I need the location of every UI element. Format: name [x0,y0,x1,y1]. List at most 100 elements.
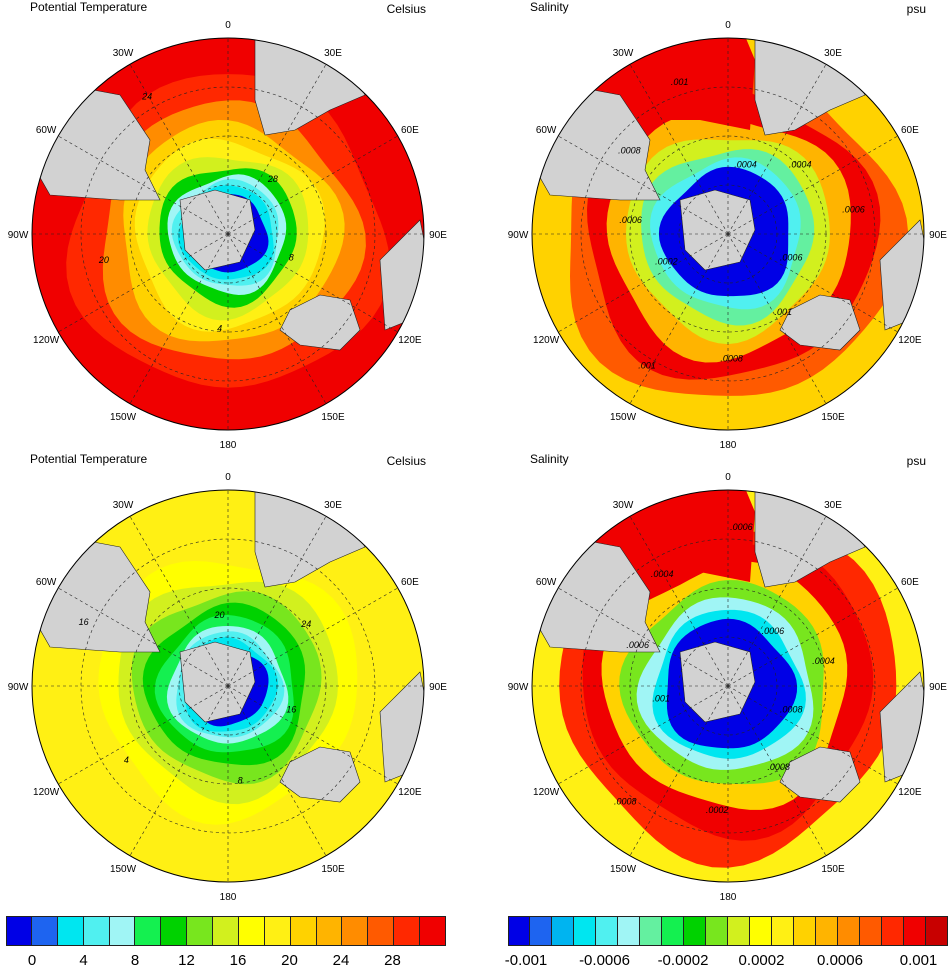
map-boundary [31,37,425,431]
map-boundary [531,37,925,431]
meridian-line [227,233,398,333]
contour-label: 20 [98,255,109,265]
longitude-label: 150E [821,412,845,423]
contour-label: .0006 [762,626,785,636]
longitude-label: 30E [324,48,342,59]
longitude-label: 0 [225,472,231,483]
graticule [532,490,924,882]
colorbar-cell [618,916,640,946]
colorbar-cell [31,916,58,946]
contour-label: .001 [775,307,793,317]
longitude-label: 120E [398,787,422,798]
longitude-label: 120E [898,335,922,346]
longitude-label: 0 [225,20,231,31]
panel-title: Potential Temperature [30,452,148,466]
longitude-label: 90E [429,682,447,693]
colorbar-cell [860,916,882,946]
meridian-line [558,685,729,785]
colorbar-cell [508,916,530,946]
contour-label: .0008 [780,705,803,715]
colorbar-tick-label: 16 [229,952,247,969]
longitude-label: 120E [398,335,422,346]
meridian-line [58,685,229,785]
colorbar-cell [316,916,343,946]
longitude-label: 150W [610,412,637,423]
longitude-label: 150E [321,412,345,423]
antarctica-land [179,641,256,723]
contour-label: .001 [652,694,670,704]
colorbar-cell [57,916,84,946]
polar-map-1: 0 30E 60E 90E 120E 150E 180 150W 120W 90W 60W 30W 8 4… [8,20,448,450]
meridian-line [727,516,827,687]
meridian-line [727,64,827,235]
contour-label: .0008 [614,797,637,807]
longitude-label: 0 [725,472,731,483]
longitude-label: 90W [508,230,529,241]
panel-title: Salinity [530,452,569,466]
longitude-label: 120W [533,335,560,346]
longitude-label: 60W [36,577,57,588]
colorbar-cell [706,916,728,946]
map-panel-3: 0 30E 60E 90E 120E 150E 180 150W 120W 90W 60W 30W 16… [0,452,476,902]
colorbar-cell [368,916,395,946]
australia-land [779,746,861,803]
longitude-label: 120E [898,787,922,798]
panel-unit: Celsius [386,2,426,16]
graticule [32,490,424,882]
meridian-line [129,685,229,856]
colorbar-cell [662,916,684,946]
colorbar-cell [750,916,772,946]
colorbar-tick-label: 0.001 [899,952,938,969]
graticule [32,38,424,430]
contour-label: .0004 [789,160,812,170]
contour-label: .0006 [626,640,649,650]
colorbar-cell [772,916,794,946]
colorbar-cell [161,916,188,946]
australia-land [779,294,861,351]
meridian-line [558,135,729,235]
longitude-label: 60E [401,577,419,588]
longitude-label: 60E [401,125,419,136]
contour-label: 20 [213,610,224,620]
longitude-label: 150E [821,864,845,875]
longitude-label: 0 [725,20,731,31]
contour-label: .0002 [655,256,678,266]
map-panel-1: 0 30E 60E 90E 120E 150E 180 150W 120W 90W 60W 30W 8 4… [0,0,476,450]
contour-label: .0004 [651,569,674,579]
contour-label: 8 [289,253,294,263]
meridian-line [227,685,398,785]
longitude-label: 180 [220,440,237,450]
colorbar-cell [342,916,369,946]
meridian-line [727,587,898,687]
colorbar-cell [552,916,574,946]
map-boundary [531,489,925,883]
longitude-label: 30W [113,500,134,511]
contour-label: .0008 [720,353,743,363]
longitude-label: 120W [33,787,60,798]
polar-map-2: 0 30E 60E 90E 120E 150E 180 150W 120W 90W 60W 30W .0… [508,20,948,450]
antarctica-land [679,189,756,271]
longitude-label: 60E [901,125,919,136]
longitude-label: 150W [610,864,637,875]
meridian-line [727,685,827,856]
colorbar-tick-label: 28 [384,952,401,969]
colorbar-cell [6,916,32,946]
longitude-label: 30W [613,500,634,511]
colorbar-tick-label: 0.0002 [738,952,785,969]
longitude-label: 150W [110,864,137,875]
contour-label: .0006 [780,253,803,263]
australia-land [279,746,361,803]
contour-label: .0004 [812,656,835,666]
longitude-label: 30W [613,48,634,59]
longitude-label: 150E [321,864,345,875]
meridian-line [227,587,398,687]
field-layer [532,490,924,882]
contour-label: 24 [300,619,311,629]
colorbar-tick-label: 12 [178,952,195,969]
contour-label: .0006 [619,215,642,225]
colorbar-cell [926,916,948,946]
colorbar-tick-label: -0.0006 [579,952,630,969]
longitude-label: 30E [824,48,842,59]
colorbar-cell [394,916,421,946]
meridian-line [129,516,229,687]
